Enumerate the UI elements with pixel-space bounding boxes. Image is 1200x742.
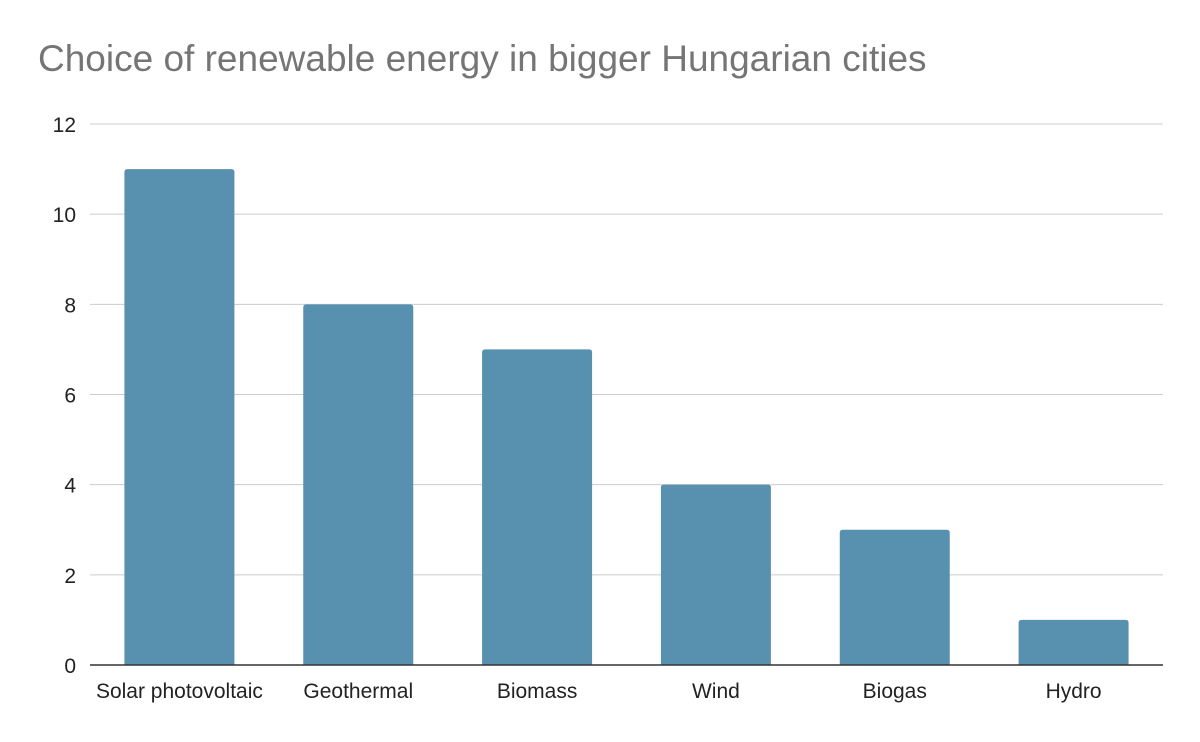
grid-lines bbox=[90, 123, 1163, 576]
y-tick-label: 6 bbox=[64, 385, 76, 408]
y-tick-label: 12 bbox=[53, 114, 76, 137]
x-category-label: Wind bbox=[692, 680, 740, 703]
y-axis-ticks: 0 2 4 6 8 10 12 bbox=[53, 114, 77, 678]
bars bbox=[124, 169, 1129, 666]
x-axis-labels: Solar photovoltaic Geothermal Biomass Wind B… bbox=[96, 680, 1102, 703]
x-category-label: Biomass bbox=[497, 680, 578, 703]
y-tick-label: 0 bbox=[64, 655, 76, 678]
bar-biogas bbox=[839, 529, 950, 665]
bar-biomass bbox=[482, 349, 593, 665]
chart-title: Choice of renewable energy in bigger Hun… bbox=[38, 38, 927, 79]
x-category-label: Geothermal bbox=[303, 680, 413, 703]
bar-geothermal bbox=[303, 304, 414, 665]
bar-wind bbox=[660, 484, 771, 665]
x-category-label: Biogas bbox=[863, 680, 927, 703]
y-tick-label: 2 bbox=[64, 565, 76, 588]
bar-hydro bbox=[1018, 619, 1129, 665]
bar-solar-photovoltaic bbox=[124, 169, 235, 666]
x-category-label: Solar photovoltaic bbox=[96, 680, 263, 703]
x-category-label: Hydro bbox=[1046, 680, 1102, 703]
y-tick-label: 4 bbox=[64, 475, 76, 498]
y-tick-label: 10 bbox=[53, 204, 76, 227]
y-tick-label: 8 bbox=[64, 294, 76, 317]
